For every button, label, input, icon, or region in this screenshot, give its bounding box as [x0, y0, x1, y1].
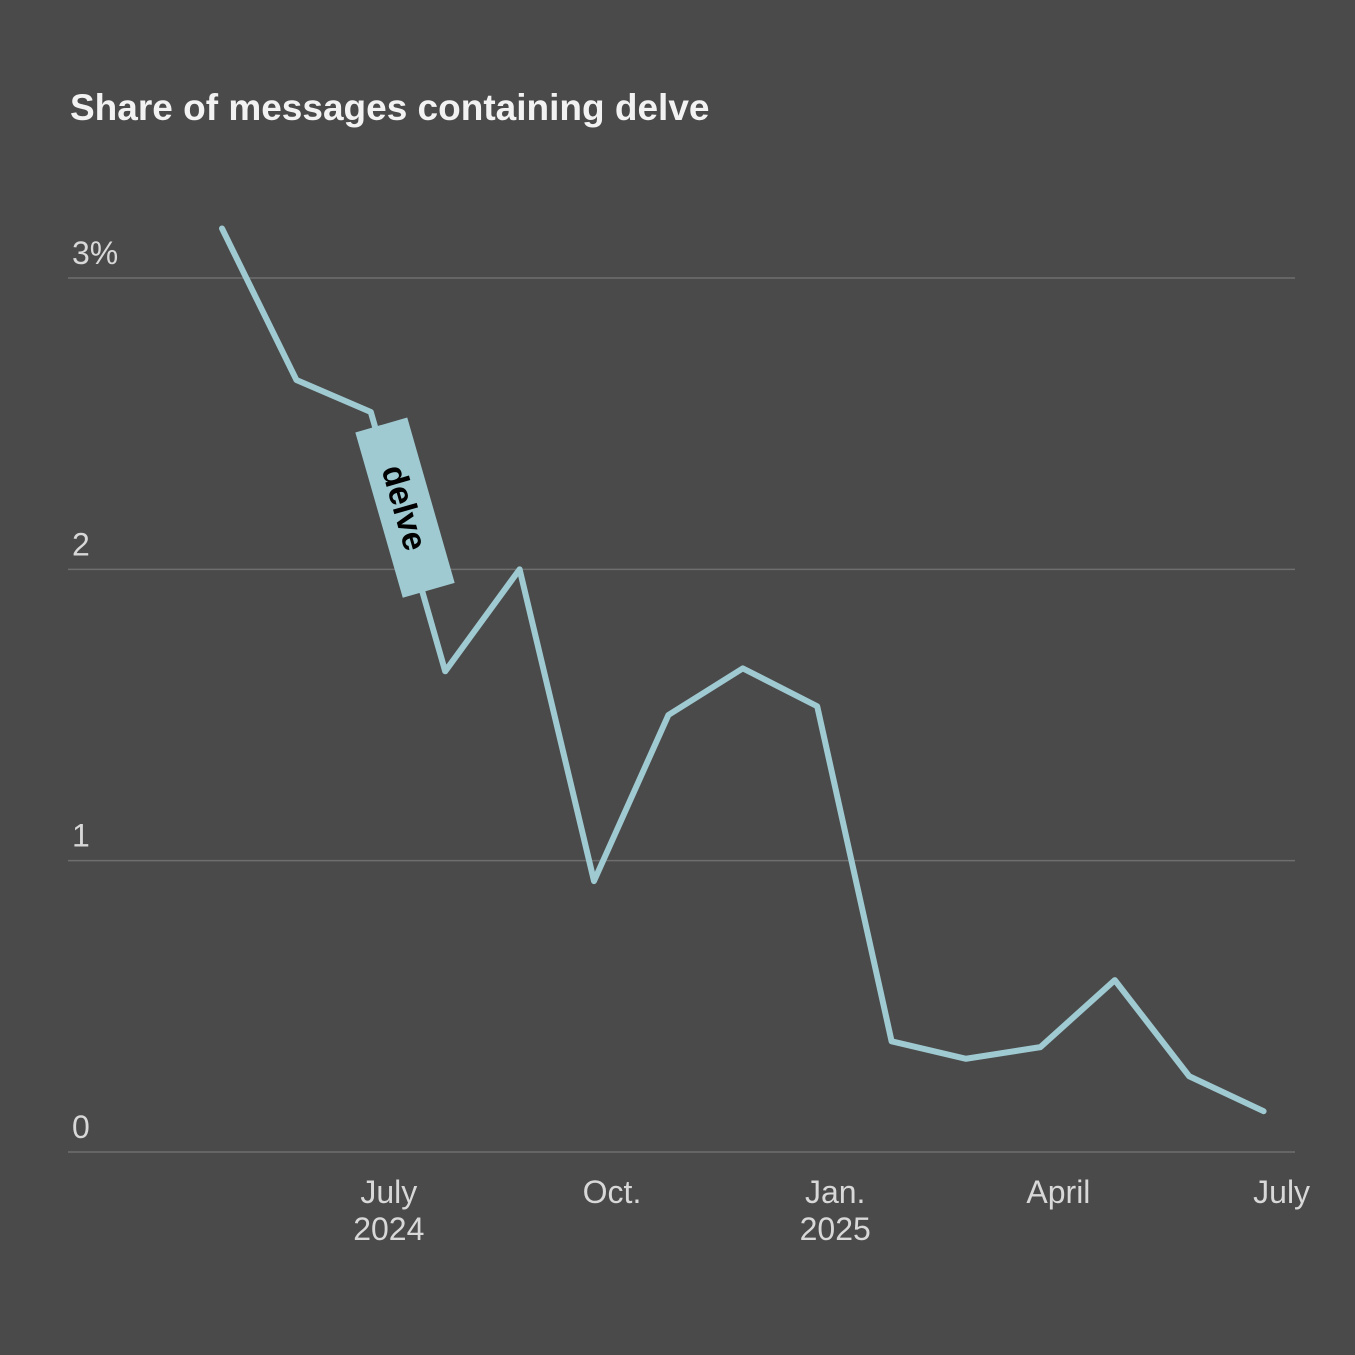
y-tick-label: 0: [72, 1109, 90, 1145]
x-tick-year: 2025: [800, 1211, 871, 1247]
label-box: [355, 417, 455, 598]
data-line: [219, 225, 1267, 1115]
x-tick-label: July: [360, 1174, 417, 1210]
y-tick-label: 2: [72, 526, 90, 562]
x-tick-label: April: [1026, 1174, 1090, 1210]
chart-title: Share of messages containing delve: [70, 87, 710, 128]
y-tick-label: 3%: [72, 235, 118, 271]
series-label: delve: [355, 417, 455, 598]
x-tick-label: July: [1253, 1174, 1310, 1210]
x-tick-label: Oct.: [583, 1174, 642, 1210]
x-tick-label: Jan.: [805, 1174, 865, 1210]
x-tick-year: 2024: [353, 1211, 424, 1247]
y-tick-label: 1: [72, 818, 90, 854]
